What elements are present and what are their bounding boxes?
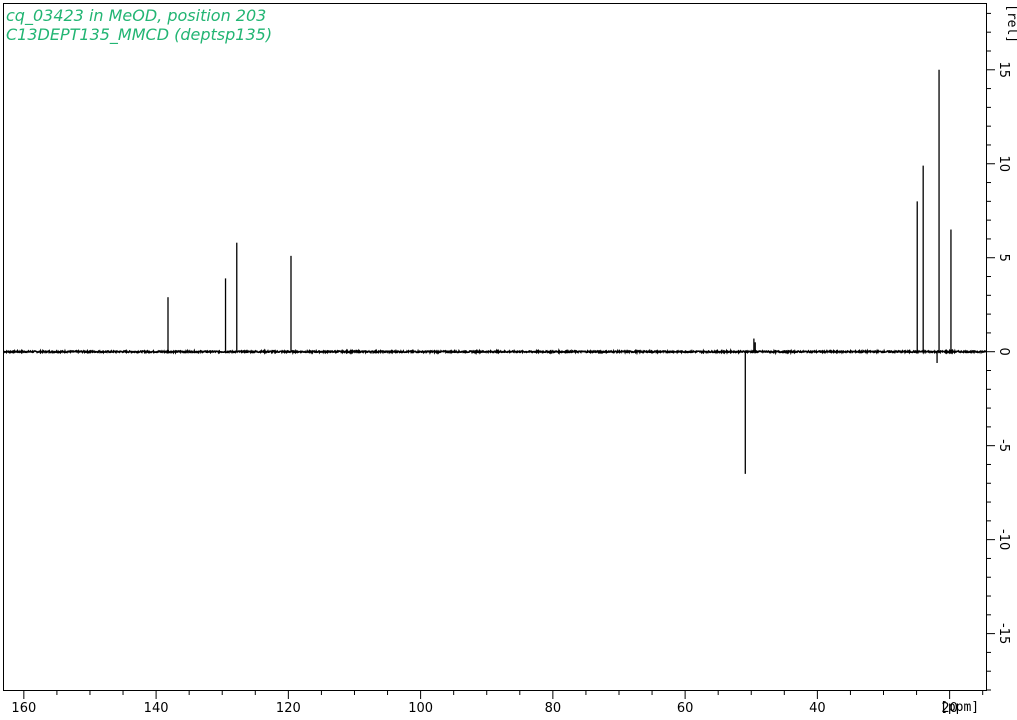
x-axis-ticks: 160 140 120 100 80 60 40 20 <box>11 690 984 716</box>
y-tick-label: 5 <box>996 254 1011 262</box>
x-tick-label: 60 <box>677 701 694 716</box>
y-tick-label: 15 <box>996 62 1011 79</box>
y-tick-label: -10 <box>996 529 1011 550</box>
experiment-title: C13DEPT135_MMCD (deptsp135) <box>6 25 272 45</box>
spectrum-trace <box>3 69 987 474</box>
x-tick-label: 20 <box>941 701 958 716</box>
y-tick-label: -15 <box>996 623 1011 644</box>
sample-title: cq_03423 in MeOD, position 203 <box>6 6 266 26</box>
y-axis-unit-label: [rel] <box>1004 4 1017 43</box>
plot-frame <box>3 3 987 691</box>
y-tick-label: 10 <box>996 155 1011 172</box>
x-tick-label: 80 <box>545 701 562 716</box>
y-tick-label: 0 <box>996 348 1011 356</box>
spectrum-baseline <box>3 348 987 356</box>
x-tick-label: 140 <box>144 701 169 716</box>
x-tick-label: 120 <box>276 701 301 716</box>
x-tick-label: 40 <box>809 701 826 716</box>
y-tick-label: -5 <box>996 439 1011 452</box>
x-tick-label: 160 <box>11 701 36 716</box>
x-tick-label: 100 <box>408 701 433 716</box>
x-axis-unit-label: [ppm] <box>940 700 979 715</box>
